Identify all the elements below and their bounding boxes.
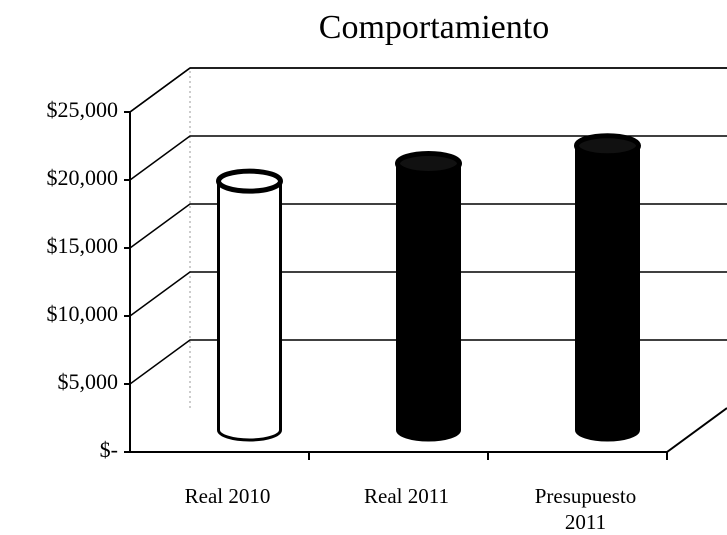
y-tick-label: $25,000 [47, 97, 119, 122]
x-tick-label: Presupuesto 2011 [534, 484, 637, 534]
cylinder-body [217, 179, 282, 442]
cylinder-top [395, 150, 462, 176]
grid-line [129, 271, 727, 317]
grid-line [129, 203, 727, 249]
y-tick-label: $5,000 [58, 369, 119, 394]
cylinder-top [216, 168, 283, 194]
grid-line [129, 339, 727, 385]
y-tick-label: $10,000 [47, 301, 119, 326]
y-tick-label: $- [100, 437, 118, 462]
grid-line [129, 67, 727, 113]
y-tick-label: $15,000 [47, 233, 119, 258]
y-tick-label: $20,000 [47, 165, 119, 190]
bar [395, 150, 462, 442]
cylinder-body [575, 144, 640, 442]
chart-title: Comportamiento [319, 9, 549, 46]
bar [216, 168, 283, 442]
x-tick-label: Real 2011 [364, 484, 449, 508]
x-tick-label: Real 2010 [184, 484, 271, 508]
grid-line [129, 135, 727, 181]
cylinder-body [396, 161, 461, 442]
cylinder-top [574, 133, 641, 159]
bar [574, 133, 641, 442]
